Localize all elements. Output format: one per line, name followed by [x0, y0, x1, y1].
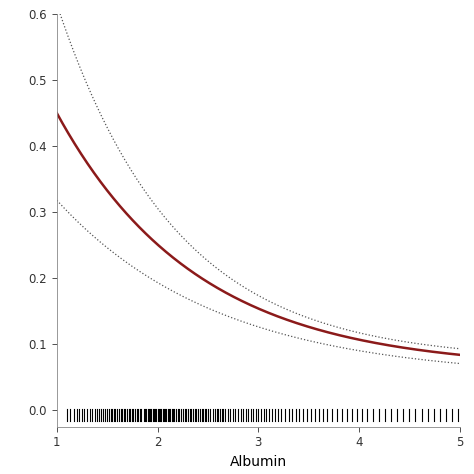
X-axis label: Albumin: Albumin [230, 455, 287, 469]
